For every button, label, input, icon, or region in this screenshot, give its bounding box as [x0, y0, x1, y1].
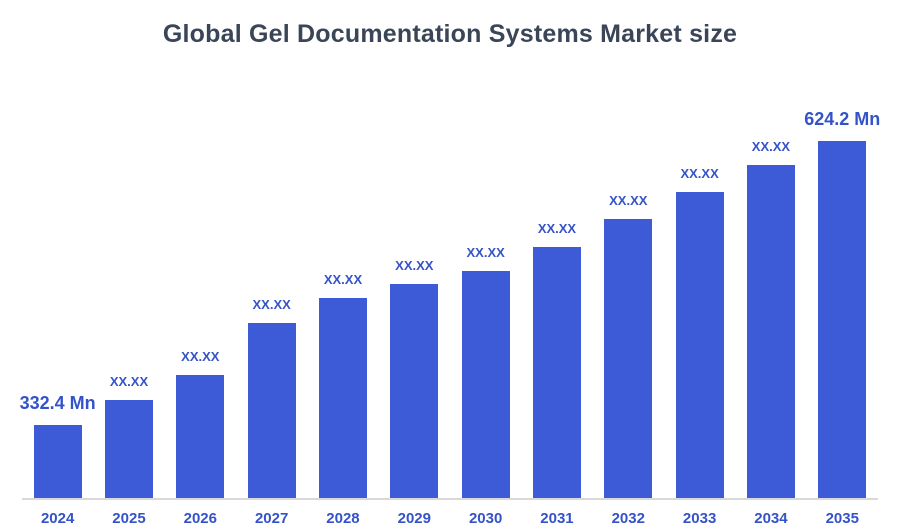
bar	[33, 425, 82, 498]
x-axis-line	[22, 498, 878, 500]
x-tick-label: 2027	[254, 510, 289, 525]
x-tick-label: 2025	[112, 510, 146, 525]
x-tick-label: 2028	[326, 510, 360, 525]
bar-value-label: XX.XX	[751, 139, 791, 154]
x-tick-label: 2033	[682, 510, 717, 525]
bar-value-label: 332.4 Mn	[19, 393, 96, 413]
bar-value-label: XX.XX	[252, 297, 291, 312]
x-tick-label: 2031	[540, 510, 574, 525]
x-tick-label: 2035	[825, 510, 859, 525]
bar	[318, 298, 367, 498]
bar-value-label: XX.XX	[609, 193, 648, 208]
bar-chart: 332.4 Mn XX.XX XX.XX XX.XX XX.XX XX.XX XX.XX XX…	[19, 100, 881, 525]
bar-value-label: XX.XX	[323, 272, 363, 287]
bar-column: XX.XX	[450, 245, 521, 498]
bar	[247, 323, 296, 498]
bar-value-label: XX.XX	[680, 166, 719, 181]
bar	[818, 141, 867, 498]
bar-column: XX.XX	[236, 297, 307, 498]
bar-value-label: 624.2 Mn	[804, 109, 881, 129]
bar-value-label: XX.XX	[109, 374, 149, 389]
chart-title: Global Gel Documentation Systems Market …	[162, 20, 738, 48]
bar	[390, 284, 439, 498]
x-tick-label: 2026	[183, 510, 217, 525]
bar-column: 332.4 Mn	[19, 393, 96, 498]
x-tick-label: 2030	[468, 510, 503, 525]
bar	[675, 192, 724, 498]
x-axis-tick-row: 2024 2025 2026 2027 2028 2029 2030 2031 2032 2033…	[22, 500, 878, 525]
bar-value-label: XX.XX	[181, 349, 220, 364]
chart-page: Global Gel Documentation Systems Market …	[0, 20, 900, 525]
bar	[746, 165, 795, 498]
bar-value-label: XX.XX	[537, 221, 577, 236]
x-tick-label: 2029	[397, 510, 431, 525]
bar-column: XX.XX	[593, 193, 664, 498]
bar-column: 624.2 Mn	[804, 109, 881, 498]
x-tick-label: 2024	[40, 510, 75, 525]
x-tick-label: 2032	[611, 510, 645, 525]
x-tick-label: 2034	[754, 510, 788, 525]
bar	[176, 375, 225, 498]
bar-column: XX.XX	[165, 349, 236, 498]
bar-value-label: XX.XX	[466, 245, 505, 260]
bar-column: XX.XX	[307, 272, 378, 498]
bar	[461, 271, 510, 498]
bar-column: XX.XX	[521, 221, 592, 498]
bar-column: XX.XX	[735, 139, 806, 498]
bar-value-label: XX.XX	[395, 258, 434, 273]
bar	[532, 247, 581, 498]
bar	[104, 400, 153, 498]
bar-column: XX.XX	[379, 258, 450, 498]
plot-area: 332.4 Mn XX.XX XX.XX XX.XX XX.XX XX.XX XX.XX XX…	[19, 100, 881, 498]
bar-column: XX.XX	[93, 374, 164, 498]
bar-column: XX.XX	[664, 166, 735, 498]
bar	[604, 219, 653, 498]
